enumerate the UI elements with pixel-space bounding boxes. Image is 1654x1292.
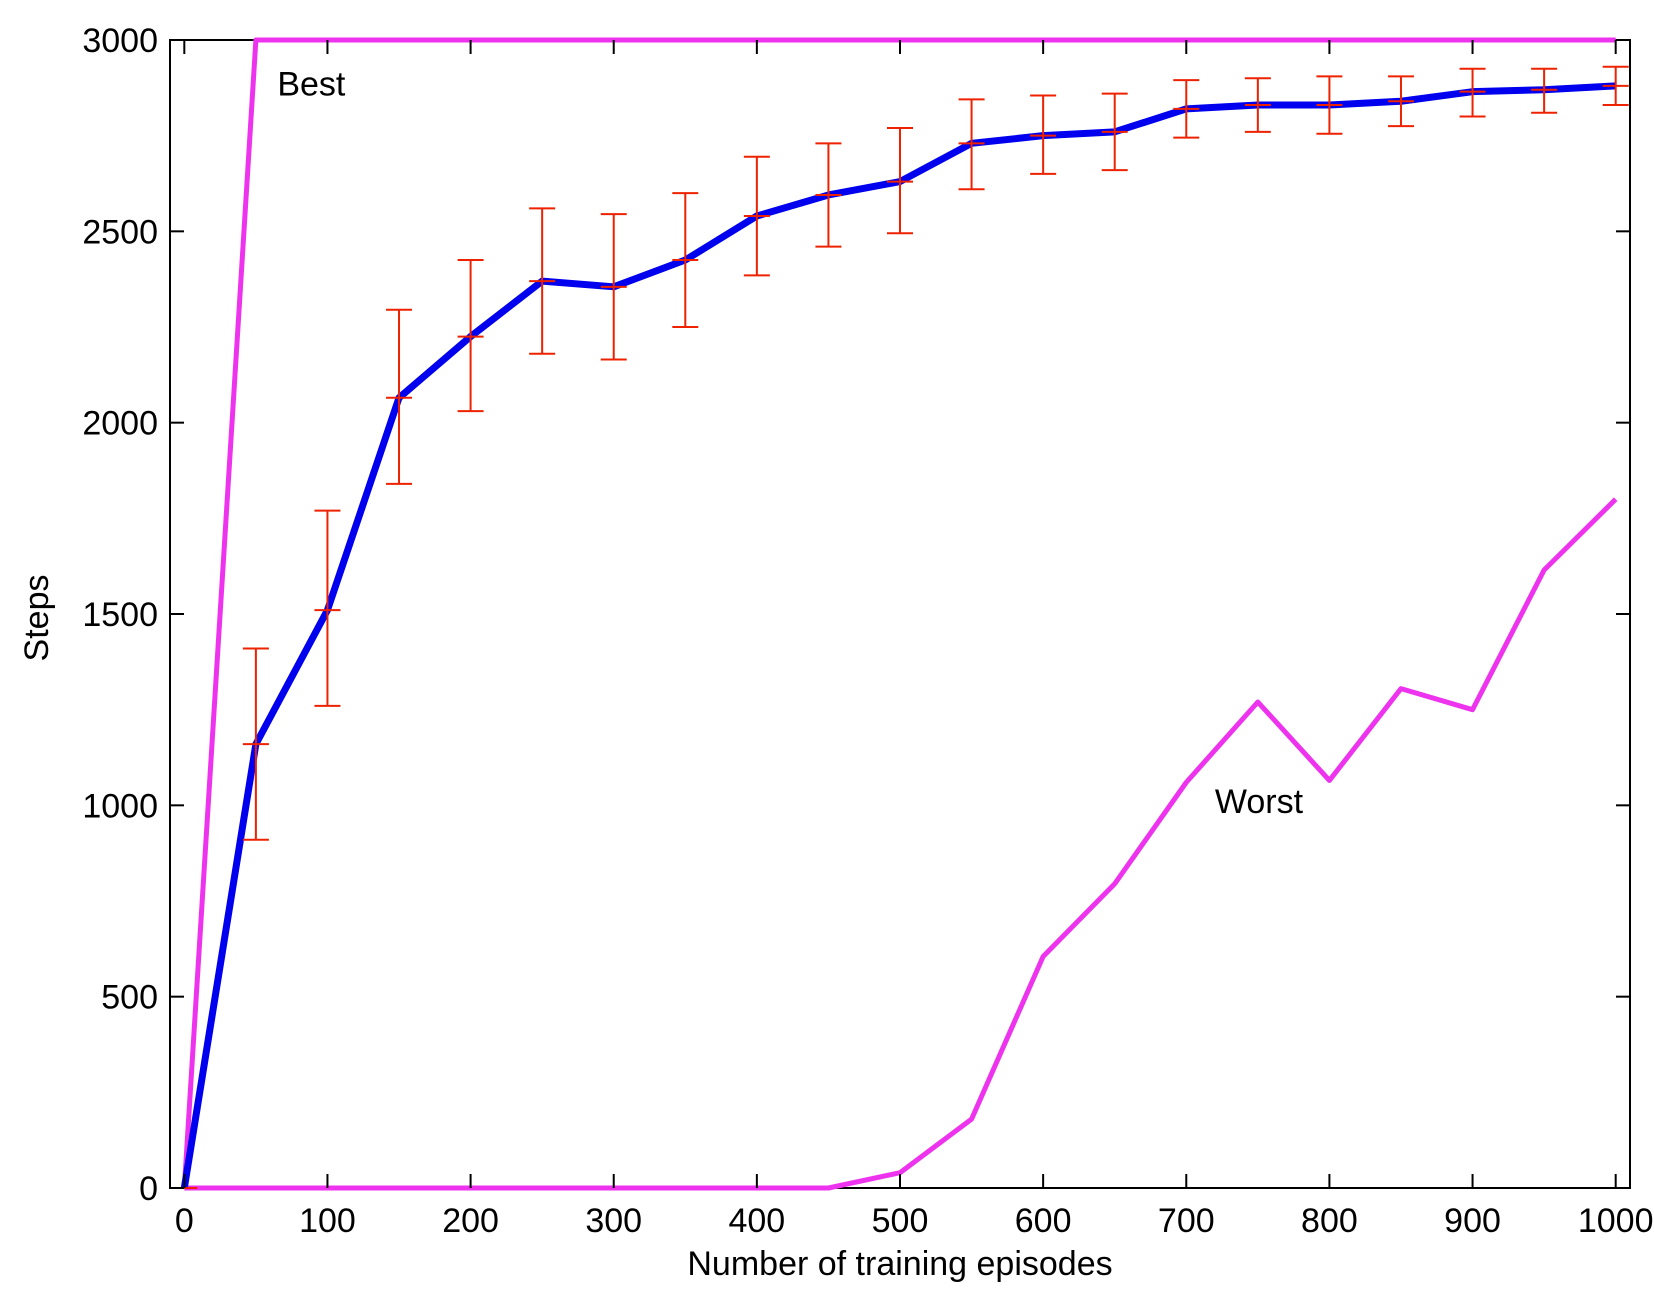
mean-line (180, 82, 1616, 1189)
error-bar (1602, 65, 1629, 107)
error-bar (1101, 92, 1128, 172)
x-tick-label: 900 (1444, 1202, 1501, 1240)
error-bar (1030, 94, 1057, 175)
annotations: Best Worst (277, 65, 1303, 821)
x-tick-label: 300 (585, 1202, 642, 1240)
worst-line (184, 497, 1618, 1191)
error-bar (1459, 67, 1486, 118)
y-tick-label: 2500 (82, 213, 158, 251)
error-bar (386, 308, 413, 485)
y-tick-label: 2000 (82, 405, 158, 443)
error-bar (1173, 79, 1200, 139)
x-tick-label: 400 (728, 1202, 785, 1240)
error-bar (600, 213, 627, 361)
error-bar (743, 155, 770, 277)
x-tick-label: 600 (1015, 1202, 1072, 1240)
x-tick-label: 100 (299, 1202, 356, 1240)
y-tick-label: 3000 (82, 22, 158, 60)
x-tick-label: 200 (442, 1202, 499, 1240)
error-bar (242, 647, 269, 841)
error-bar (1387, 75, 1414, 128)
error-bar (1244, 77, 1271, 133)
error-bar (672, 192, 699, 328)
error-bar (457, 259, 484, 413)
y-tick-label: 1000 (82, 787, 158, 825)
x-tick-label: 0 (175, 1202, 194, 1240)
annotation-best: Best (277, 65, 346, 103)
annotation-worst: Worst (1215, 783, 1304, 821)
error-bar (887, 127, 913, 235)
error-bar (958, 98, 985, 191)
x-axis-label: Number of training episodes (687, 1245, 1112, 1283)
error-bar (815, 142, 842, 248)
series-layer (171, 37, 1629, 1191)
error-bar (314, 509, 341, 707)
x-tick-label: 500 (872, 1202, 929, 1240)
y-tick-label: 500 (101, 979, 158, 1017)
x-tick-label: 800 (1301, 1202, 1358, 1240)
y-tick-label: 1500 (82, 596, 158, 634)
x-tick-label: 1000 (1578, 1202, 1654, 1240)
error-bar (529, 207, 556, 355)
y-tick-label: 0 (139, 1170, 158, 1208)
y-axis-label: Steps (18, 575, 56, 662)
error-bar (1531, 67, 1558, 114)
x-tick-label: 700 (1158, 1202, 1215, 1240)
ticks-layer: 0 100 200 300 400 500 600 700 800 900 1000 0 500 1000… (82, 22, 1653, 1240)
error-bar (1316, 75, 1343, 135)
